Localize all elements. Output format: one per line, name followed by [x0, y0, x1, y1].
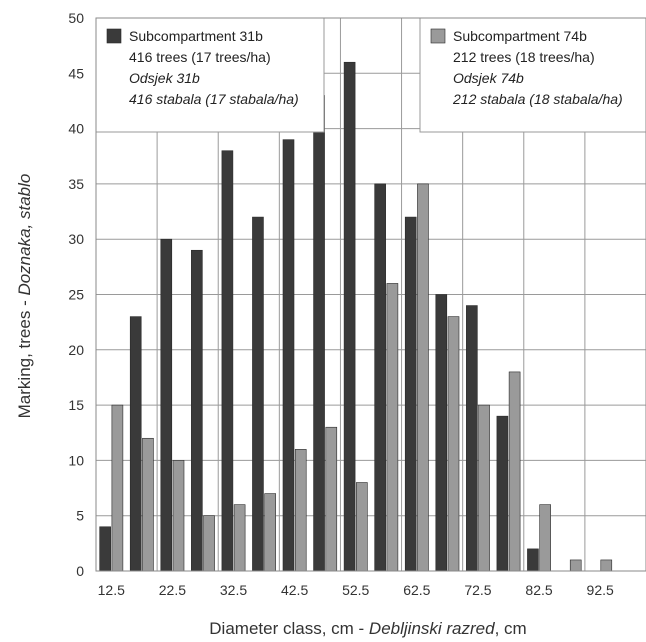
- bar-74b: [356, 482, 368, 572]
- x-tick-label: 52.5: [342, 582, 369, 598]
- axes: 0 5 10 15 20 25 30 35 40 45 50 12.5 22.5 32.5 42.5 52.5…: [68, 10, 646, 598]
- bar-31b: [496, 415, 509, 572]
- bar-74b: [600, 559, 613, 572]
- y-axis-title: Marking, trees - Doznaka, stablo: [15, 174, 34, 419]
- x-tick-label: 12.5: [98, 582, 125, 598]
- y-tick-label: 5: [76, 508, 84, 524]
- bar-74b: [478, 404, 490, 572]
- legend-swatch: [106, 28, 122, 44]
- y-tick-label: 35: [68, 176, 84, 192]
- legend-box: [95, 17, 325, 133]
- plot-frame: [95, 17, 646, 572]
- bar-31b: [282, 139, 295, 572]
- bar-31b: [343, 61, 356, 572]
- legend-line: 212 stabala (18 stabala/ha): [452, 91, 623, 107]
- x-tick-label: 42.5: [281, 582, 308, 598]
- bar-31b: [313, 95, 325, 572]
- x-tick-label: 72.5: [464, 582, 491, 598]
- x-tick-label: 22.5: [159, 582, 186, 598]
- bar-74b: [294, 449, 307, 572]
- bar-74b: [142, 437, 154, 572]
- y-tick-label: 15: [68, 397, 84, 413]
- x-tick-label: 92.5: [587, 582, 614, 598]
- legend-line: 416 trees (17 trees/ha): [129, 49, 271, 65]
- bar-31b: [435, 294, 448, 572]
- legend-line: 212 trees (18 trees/ha): [453, 49, 595, 65]
- legend-swatch: [430, 28, 446, 44]
- legend: Subcompartment 31b 416 trees (17 trees/ha…: [95, 17, 646, 133]
- bar-74b: [111, 404, 124, 572]
- bar-74b: [447, 316, 460, 572]
- bar-74b: [172, 460, 185, 572]
- bar-31b: [404, 216, 417, 572]
- bar-74b: [325, 426, 338, 572]
- bar-31b: [99, 526, 111, 572]
- legend-line: Odsjek 74b: [453, 70, 524, 86]
- y-tick-label: 30: [68, 231, 84, 247]
- bar-74b: [417, 183, 429, 572]
- y-tick-label: 50: [68, 10, 84, 26]
- bar-74b: [233, 504, 246, 572]
- legend-line: Odsjek 31b: [129, 70, 200, 86]
- x-tick-label: 82.5: [525, 582, 552, 598]
- bar-74b: [203, 515, 215, 572]
- legend-line: Subcompartment 74b: [453, 28, 587, 44]
- bar-31b: [252, 216, 264, 572]
- bar-31b: [374, 183, 386, 572]
- y-tick-label: 45: [68, 65, 84, 81]
- bar-74b: [386, 283, 399, 572]
- legend-line: 416 stabala (17 stabala/ha): [129, 91, 299, 107]
- bar-31b: [191, 249, 203, 572]
- bar-31b: [527, 548, 539, 572]
- bar-74b: [569, 559, 582, 572]
- legend-line: Subcompartment 31b: [129, 28, 263, 44]
- legend-box: [419, 17, 646, 133]
- x-tick-label: 62.5: [403, 582, 430, 598]
- bar-31b: [160, 238, 173, 572]
- x-tick-label: 32.5: [220, 582, 247, 598]
- bar-31b: [466, 305, 478, 572]
- bars: [99, 61, 613, 572]
- bar-74b: [264, 493, 276, 572]
- bar-31b: [129, 316, 142, 572]
- bar-31b: [221, 150, 234, 572]
- y-tick-label: 25: [68, 287, 84, 303]
- y-tick-label: 0: [76, 563, 84, 579]
- x-axis-title: Diameter class, cm - Debljinski razred, …: [209, 619, 526, 638]
- bar-74b: [539, 504, 551, 572]
- bar-74b: [508, 371, 521, 572]
- y-tick-label: 20: [68, 342, 84, 358]
- y-tick-label: 40: [68, 121, 84, 137]
- y-tick-label: 10: [68, 452, 84, 468]
